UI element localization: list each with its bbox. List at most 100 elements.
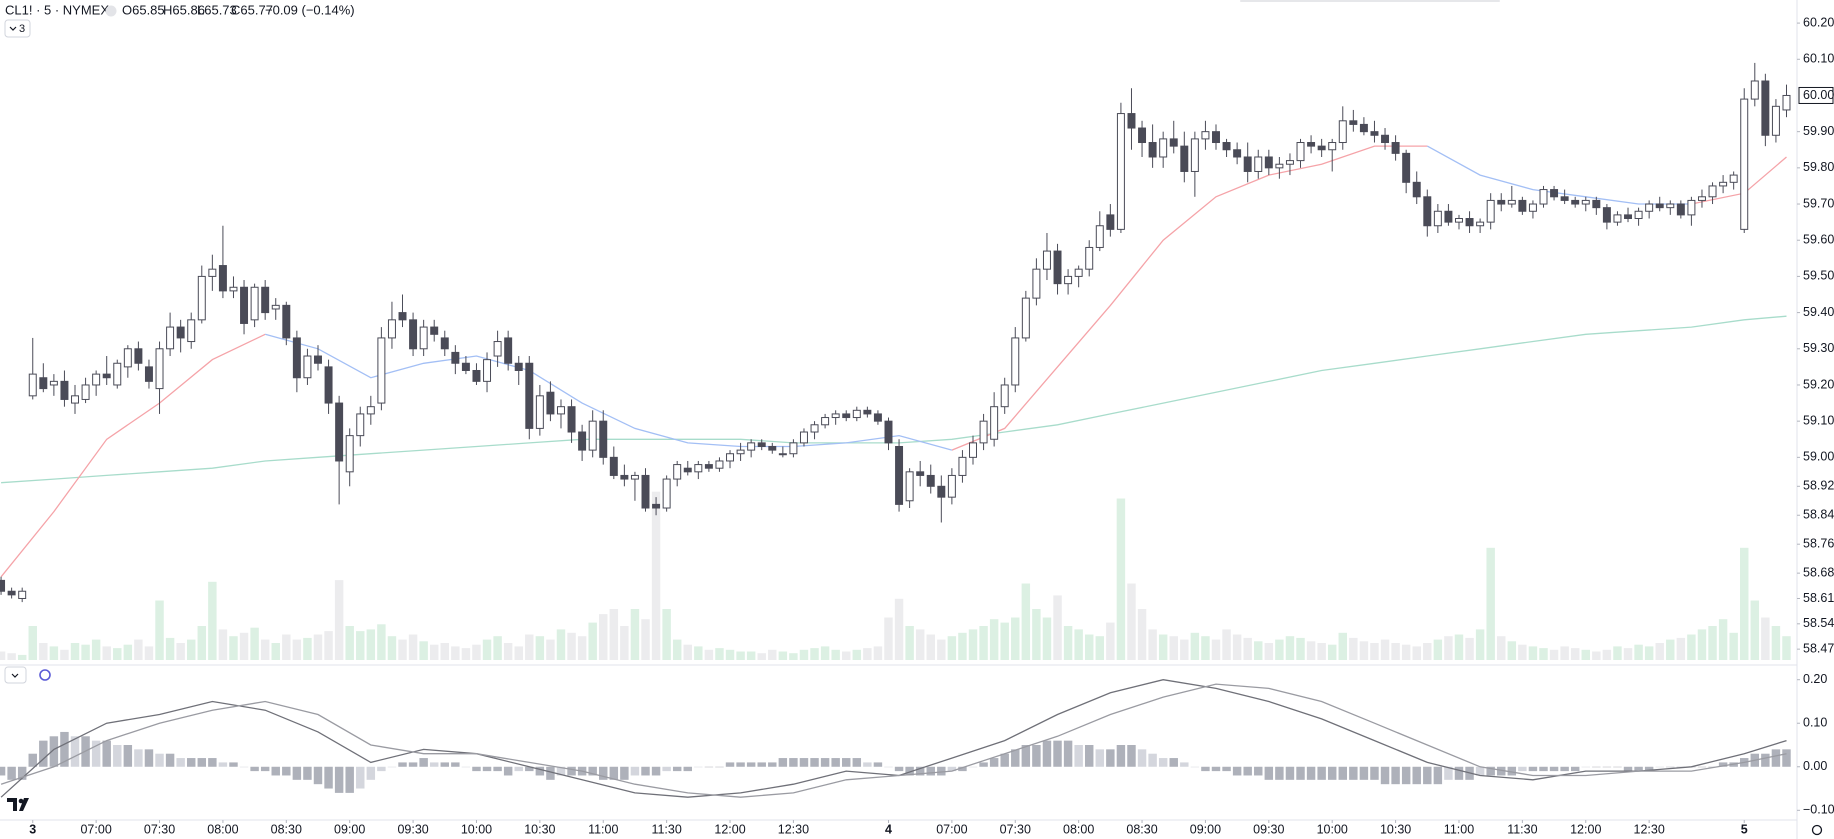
candle-body bbox=[609, 456, 618, 476]
candle-body bbox=[240, 286, 249, 324]
candle-body bbox=[493, 341, 502, 357]
volume-bar bbox=[1053, 595, 1062, 660]
volume-bar bbox=[155, 600, 164, 660]
x-tick-label: 08:00 bbox=[1063, 822, 1094, 836]
candle-body bbox=[1338, 120, 1347, 144]
volume-bar bbox=[356, 631, 365, 660]
histogram-bar bbox=[926, 766, 935, 776]
candle-body bbox=[1138, 127, 1147, 144]
candle-body bbox=[39, 377, 48, 390]
histogram-bar bbox=[1644, 766, 1654, 772]
histogram-bar bbox=[1095, 749, 1105, 767]
volume-bar bbox=[1549, 649, 1559, 660]
volume-bar bbox=[715, 648, 724, 660]
symbol-title: CL1! · 5 · NYMEX bbox=[5, 2, 109, 17]
candle-body bbox=[1381, 134, 1390, 144]
histogram-bar bbox=[683, 766, 692, 772]
volume-bar bbox=[588, 622, 597, 660]
volume-bar bbox=[884, 617, 893, 660]
x-tick-label: 11:30 bbox=[651, 822, 681, 836]
volume-bar bbox=[1296, 637, 1305, 660]
volume-bar bbox=[461, 648, 471, 660]
histogram-bar bbox=[1327, 766, 1337, 780]
candle-body bbox=[1064, 275, 1073, 285]
volume-bar bbox=[260, 639, 270, 660]
candle-body bbox=[335, 402, 344, 462]
histogram-bar bbox=[556, 766, 566, 776]
candle-body bbox=[356, 413, 365, 437]
volume-bar bbox=[1074, 629, 1083, 660]
y-tick-label: 59.40 bbox=[1803, 305, 1834, 319]
candle-body bbox=[250, 286, 259, 321]
candle-body bbox=[472, 369, 481, 382]
volume-bar bbox=[799, 649, 809, 660]
sync-icon[interactable] bbox=[39, 669, 51, 681]
histogram-bar bbox=[514, 766, 523, 772]
volume-bar bbox=[1084, 634, 1094, 660]
volume-bar bbox=[1518, 644, 1527, 660]
indicators-toggle[interactable] bbox=[4, 19, 31, 38]
y-tick-label: 59.10 bbox=[1803, 413, 1834, 427]
histogram-bar bbox=[324, 766, 333, 789]
histogram-bar bbox=[1581, 766, 1590, 768]
volume-bar bbox=[831, 649, 840, 660]
histogram-bar bbox=[229, 762, 238, 767]
volume-bar bbox=[398, 639, 407, 660]
candle-body bbox=[1454, 218, 1463, 223]
volume-bar bbox=[472, 644, 481, 660]
volume-bar bbox=[429, 644, 439, 660]
histogram-bar bbox=[1222, 766, 1231, 772]
macd-toggle[interactable] bbox=[4, 666, 27, 684]
histogram-bar bbox=[768, 762, 777, 767]
histogram-bar bbox=[472, 766, 481, 772]
candle-body bbox=[440, 337, 449, 350]
histogram-bar bbox=[1423, 766, 1432, 785]
candle-body bbox=[461, 362, 470, 371]
volume-bar bbox=[229, 636, 238, 660]
histogram-bar bbox=[377, 766, 386, 772]
candle-body bbox=[1571, 199, 1580, 205]
histogram-bar bbox=[1486, 766, 1495, 776]
histogram-bar bbox=[1444, 766, 1453, 780]
volume-bar bbox=[1380, 639, 1390, 660]
volume-bar bbox=[123, 644, 133, 660]
volume-bar bbox=[482, 639, 492, 660]
candle-body bbox=[1032, 268, 1041, 299]
histogram-bar bbox=[239, 766, 249, 768]
candle-body bbox=[1761, 80, 1770, 136]
volume-bar bbox=[1423, 643, 1432, 660]
histogram-bar bbox=[736, 762, 745, 767]
volume-bar bbox=[250, 627, 259, 660]
volume-bar bbox=[493, 636, 502, 660]
candle-body bbox=[1592, 199, 1601, 209]
histogram-bar bbox=[672, 766, 682, 772]
histogram-bar bbox=[588, 766, 597, 776]
candle-body bbox=[409, 319, 418, 350]
y-tick-label: 58.84 bbox=[1803, 508, 1834, 522]
histogram-bar bbox=[1454, 766, 1464, 780]
x-tick-label: 4 bbox=[885, 822, 892, 836]
histogram-bar bbox=[1666, 766, 1675, 768]
volume-bar bbox=[28, 626, 37, 660]
volume-bar bbox=[81, 644, 90, 660]
y-tick-label: 59.20 bbox=[1803, 377, 1834, 391]
y-tick-label: 60.10 bbox=[1803, 52, 1834, 66]
volume-bar bbox=[1729, 632, 1738, 660]
candle-body bbox=[366, 406, 375, 415]
settings-icon[interactable] bbox=[1811, 824, 1823, 836]
x-tick-label: 12:00 bbox=[1570, 822, 1601, 836]
histogram-bar bbox=[1560, 766, 1569, 772]
histogram-bar bbox=[208, 758, 217, 767]
volume-bar bbox=[641, 619, 650, 660]
volume-bar bbox=[958, 632, 967, 660]
candle-body bbox=[1624, 214, 1633, 220]
moving-average bbox=[265, 145, 1692, 451]
candle-body bbox=[641, 474, 650, 509]
histogram-bar bbox=[218, 762, 228, 767]
candle-body bbox=[778, 453, 787, 456]
volume-bar bbox=[630, 609, 640, 660]
histogram-bar bbox=[91, 740, 101, 767]
volume-bar bbox=[1697, 629, 1707, 660]
volume-bar bbox=[746, 651, 756, 660]
candle-body bbox=[197, 275, 206, 321]
